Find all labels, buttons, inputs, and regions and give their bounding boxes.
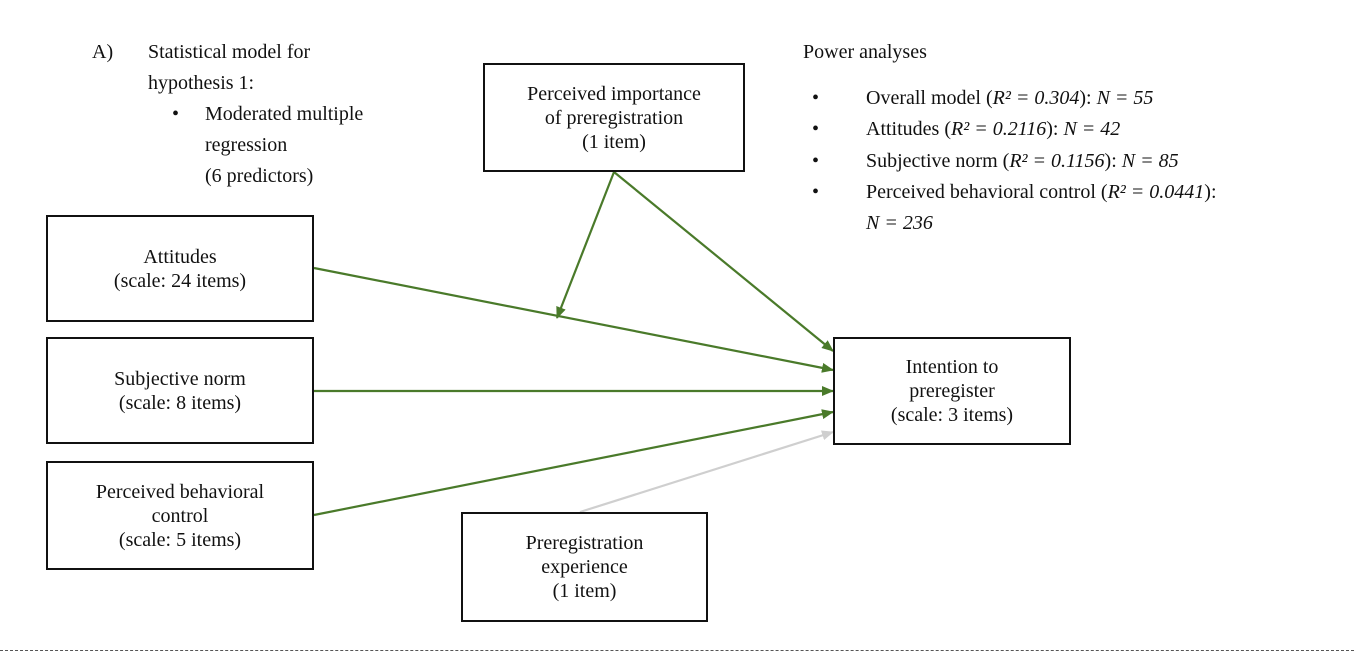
power-item-1-n: N = 55 bbox=[1096, 87, 1154, 109]
power-bullet: • bbox=[812, 87, 820, 109]
arrow-importance-moderation bbox=[555, 171, 616, 319]
node-perceived-behavioral-control: Perceived behavioral control (scale: 5 i… bbox=[46, 461, 314, 570]
heading-bullet-line-3: (6 predictors) bbox=[205, 165, 314, 187]
power-item-4-n: N = 236 bbox=[866, 212, 933, 234]
power-item-2: Attitudes (R² = 0.2116): N = 42 bbox=[866, 118, 1121, 140]
section-divider bbox=[0, 650, 1354, 651]
power-title: Power analyses bbox=[803, 41, 927, 63]
arrow-importance-to-intention bbox=[613, 171, 834, 352]
heading-line-2: hypothesis 1: bbox=[148, 72, 255, 94]
power-item-2-n: N = 42 bbox=[1063, 118, 1121, 140]
power-item-4-r2: R² = 0.0441 bbox=[1107, 181, 1205, 203]
heading-bullet-line-2: regression bbox=[205, 134, 288, 156]
arrow-attitudes-to-intention bbox=[313, 266, 834, 373]
power-bullet: • bbox=[812, 118, 820, 140]
power-item-2-r2: R² = 0.2116 bbox=[951, 118, 1047, 140]
arrow-experience-to-intention bbox=[579, 430, 834, 514]
node-preregistration-experience: Preregistration experience (1 item) bbox=[461, 512, 708, 622]
heading-bullet-line-1: Moderated multiple bbox=[205, 103, 364, 125]
power-bullet: • bbox=[812, 150, 820, 172]
node-perceived-importance: Perceived importance of preregistration … bbox=[483, 63, 745, 172]
arrow-control-to-intention bbox=[313, 409, 834, 517]
power-item-3-n: N = 85 bbox=[1121, 150, 1179, 172]
heading-line-1: Statistical model for bbox=[148, 41, 311, 63]
node-attitudes: Attitudes (scale: 24 items) bbox=[46, 215, 314, 322]
power-item-3-r2: R² = 0.1156 bbox=[1009, 150, 1105, 172]
node-intention-to-preregister: Intention to preregister (scale: 3 items… bbox=[833, 337, 1071, 445]
heading-bullet: • bbox=[172, 103, 180, 125]
power-item-1-r2: R² = 0.304 bbox=[992, 87, 1080, 109]
power-item-3: Subjective norm (R² = 0.1156): N = 85 bbox=[866, 150, 1179, 172]
node-subjective-norm: Subjective norm (scale: 8 items) bbox=[46, 337, 314, 444]
power-item-1: Overall model (R² = 0.304): N = 55 bbox=[866, 87, 1154, 109]
power-bullet: • bbox=[812, 181, 820, 203]
panel-label: A) bbox=[92, 41, 114, 63]
power-item-4: Perceived behavioral control (R² = 0.044… bbox=[866, 181, 1217, 203]
